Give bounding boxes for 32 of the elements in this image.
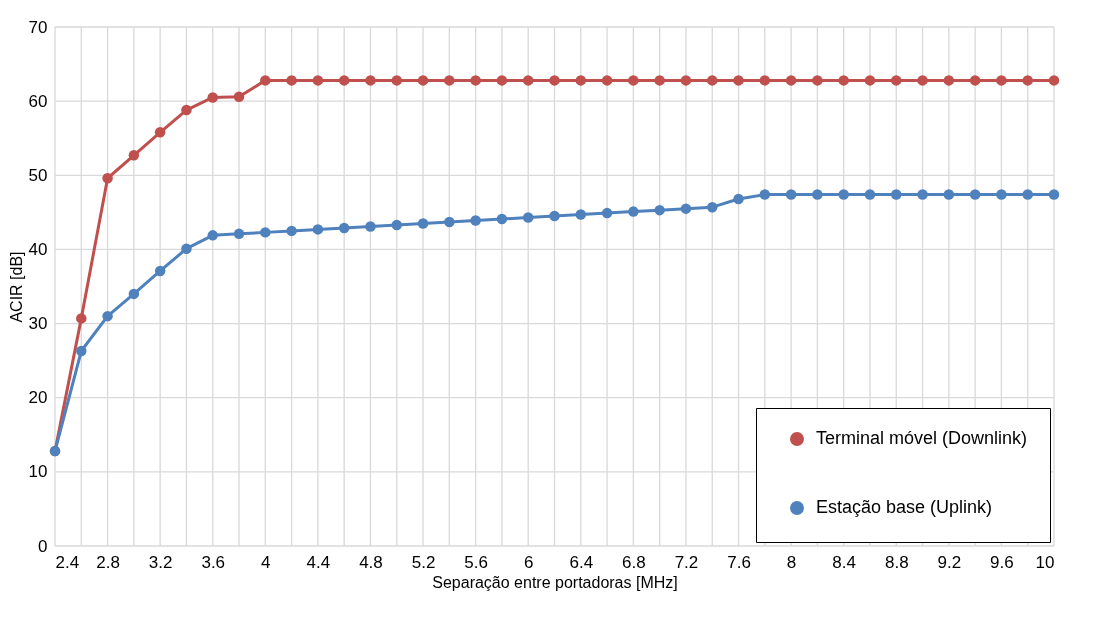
y-tick-label: 50 <box>28 165 48 185</box>
y-tick-label: 40 <box>28 239 48 259</box>
x-tick-label: 6 <box>523 552 534 572</box>
x-tick-label: 2.8 <box>96 552 120 572</box>
y-axis-title: ACIR [dB] <box>7 251 25 323</box>
x-tick-label: 5.2 <box>411 552 436 572</box>
x-tick-label: 3.2 <box>148 552 173 572</box>
x-axis-title: Separação entre portadoras [MHz] <box>432 573 678 591</box>
y-tick-label: 70 <box>28 17 48 37</box>
y-tick-label: 0 <box>38 536 48 556</box>
x-tick-label: 6.8 <box>622 552 646 572</box>
x-tick-label: 4.8 <box>359 552 383 572</box>
x-tick-label: 2.4 <box>55 552 80 572</box>
x-tick-label: 9.6 <box>990 552 1014 572</box>
x-tick-label: 9.2 <box>937 552 962 572</box>
x-tick-label: 8 <box>786 552 797 572</box>
x-tick-label: 4.4 <box>306 552 331 572</box>
y-tick-label: 10 <box>28 462 48 482</box>
y-tick-label: 30 <box>28 314 48 334</box>
legend-label: Terminal móvel (Downlink) <box>816 428 1028 448</box>
x-tick-label: 8.4 <box>832 552 856 572</box>
x-tick-label: 5.6 <box>464 552 488 572</box>
legend-label: Estação base (Uplink) <box>816 497 993 517</box>
x-tick-label: 6.4 <box>569 552 594 572</box>
x-tick-label: 3.6 <box>201 552 226 572</box>
x-tick-label: 7.6 <box>727 552 751 572</box>
x-tick-label: 8.8 <box>884 552 909 572</box>
x-tick-label: 10 <box>1035 552 1055 572</box>
x-tick-label: 7.2 <box>674 552 699 572</box>
x-tick-label: 4 <box>261 552 271 572</box>
y-tick-label: 60 <box>28 91 48 111</box>
y-tick-label: 20 <box>28 388 48 408</box>
